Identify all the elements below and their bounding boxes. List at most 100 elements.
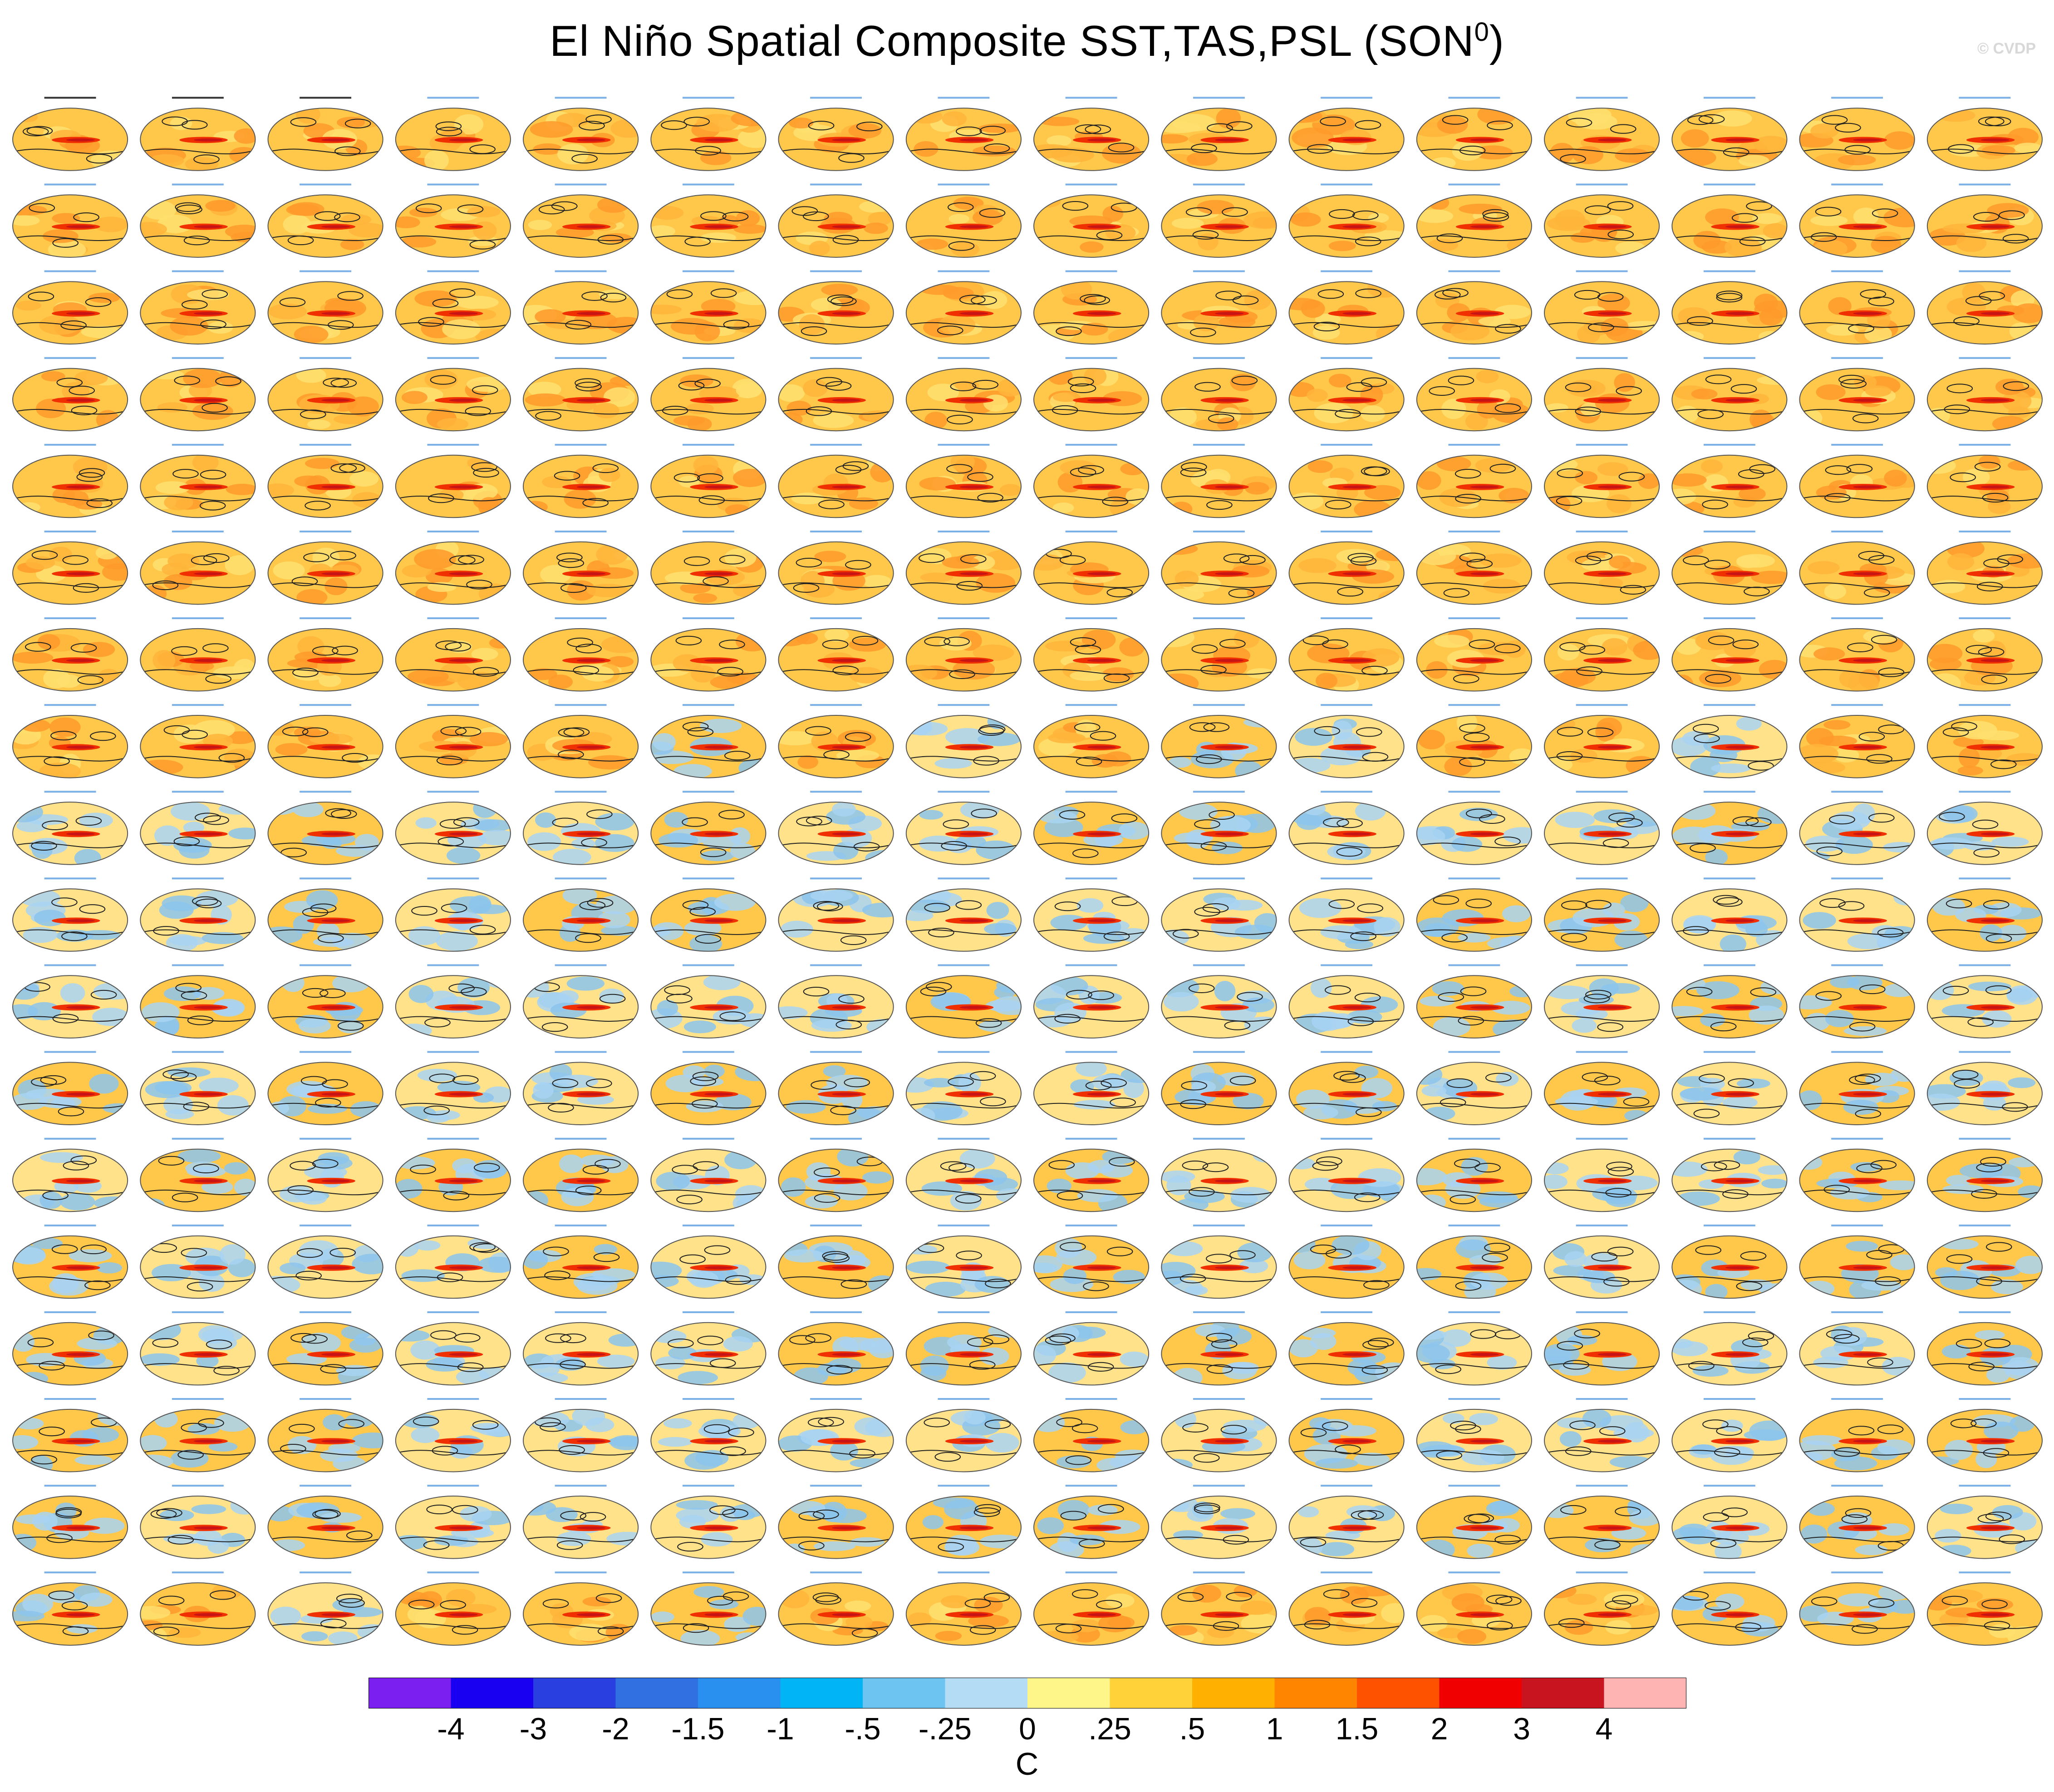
- composite-panel: [140, 1485, 256, 1559]
- composite-panel: [267, 1224, 383, 1299]
- panel-title-mark: [1065, 1224, 1117, 1226]
- composite-panel: [1288, 270, 1405, 345]
- colorbar-bin: [1274, 1678, 1357, 1708]
- composite-panel: [1799, 357, 1915, 432]
- composite-panel: [650, 1571, 767, 1646]
- panel-title-mark: [810, 443, 862, 446]
- panel-title-mark: [300, 270, 352, 272]
- panel-title-mark: [1321, 183, 1373, 186]
- composite-panel: [1671, 617, 1788, 692]
- panel-title-mark: [1959, 183, 2011, 186]
- composite-panel: [395, 617, 511, 692]
- composite-panel: [1671, 357, 1788, 432]
- panel-title-mark: [1831, 357, 1883, 359]
- panel-title-mark: [682, 270, 734, 272]
- composite-panel: [395, 357, 511, 432]
- composite-panel: [523, 1137, 639, 1212]
- panel-title-mark: [1321, 1485, 1373, 1487]
- composite-panel: [1544, 1571, 1660, 1646]
- colorbar-tick-label: .25: [1088, 1712, 1131, 1746]
- composite-panel: [523, 1485, 639, 1559]
- panel-title-mark: [1576, 1311, 1628, 1313]
- panel-title-mark: [1065, 791, 1117, 793]
- panel-title-mark: [1065, 1137, 1117, 1140]
- composite-panel: [1416, 183, 1532, 258]
- composite-panel: [1288, 97, 1405, 171]
- panel-title-mark: [1959, 877, 2011, 880]
- panel-title-mark: [1321, 1571, 1373, 1574]
- panel-title-mark: [1831, 1224, 1883, 1226]
- panel-title-mark: [427, 1398, 479, 1400]
- composite-panel: [650, 1137, 767, 1212]
- composite-panel: [1161, 1485, 1277, 1559]
- panel-title-mark: [682, 704, 734, 706]
- panel-title-mark: [300, 1398, 352, 1400]
- composite-panel: [1671, 1485, 1788, 1559]
- panel-title-mark: [1959, 1485, 2011, 1487]
- panel-title-mark: [1321, 357, 1373, 359]
- panel-title-mark: [938, 1051, 990, 1053]
- composite-panel: [778, 1485, 894, 1559]
- panel-title-mark: [810, 1311, 862, 1313]
- panel-title-mark: [555, 964, 607, 966]
- composite-panel: [778, 1224, 894, 1299]
- composite-panel: [1799, 183, 1915, 258]
- panel-title-mark: [427, 877, 479, 880]
- panel-title-mark: [555, 877, 607, 880]
- panel-title-mark: [44, 183, 96, 186]
- panel-title-mark: [555, 1137, 607, 1140]
- panel-title-mark: [1703, 1224, 1755, 1226]
- panel-title-mark: [1321, 1224, 1373, 1226]
- composite-panel: [905, 97, 1022, 171]
- panel-title-mark: [810, 357, 862, 359]
- composite-panel: [905, 1485, 1022, 1559]
- panel-title-mark: [1448, 1051, 1500, 1053]
- composite-panel: [1416, 530, 1532, 605]
- panel-title-mark: [938, 791, 990, 793]
- composite-panel: [1416, 270, 1532, 345]
- composite-panel: [267, 443, 383, 518]
- panel-title-mark: [938, 1311, 990, 1313]
- composite-panel: [1288, 1571, 1405, 1646]
- composite-panel: [1416, 704, 1532, 778]
- composite-panel: [12, 617, 128, 692]
- composite-panel: [1926, 1571, 2043, 1646]
- panel-title-mark: [44, 1051, 96, 1053]
- panel-title-mark: [1321, 1311, 1373, 1313]
- colorbar-labels: -4 -3 -2 -1.5 -1 -.5 -.25 0 .25 .5 1 1.5 2 3 4: [369, 1711, 1686, 1748]
- composite-panel: [1671, 1224, 1788, 1299]
- composite-panel: [1926, 97, 2043, 171]
- composite-panel: [905, 1051, 1022, 1125]
- panel-title-mark: [1448, 1224, 1500, 1226]
- panel-title-mark: [555, 357, 607, 359]
- panel-title-mark: [172, 443, 224, 446]
- panel-title-mark: [44, 617, 96, 620]
- panel-title-mark: [810, 791, 862, 793]
- panel-title-mark: [1703, 1137, 1755, 1140]
- composite-panel: [1416, 791, 1532, 865]
- panel-title-mark: [810, 1571, 862, 1574]
- composite-panel: [905, 1398, 1022, 1472]
- composite-panel: [1161, 791, 1277, 865]
- panel-title-mark: [1831, 1571, 1883, 1574]
- panel-title-mark: [1321, 964, 1373, 966]
- composite-panel: [395, 791, 511, 865]
- panel-title-mark: [1831, 617, 1883, 620]
- composite-panel: [1033, 1571, 1150, 1646]
- composite-panel: [523, 791, 639, 865]
- composite-panel: [140, 704, 256, 778]
- panel-title-mark: [300, 1051, 352, 1053]
- panel-title-mark: [810, 1224, 862, 1226]
- composite-panel: [905, 791, 1022, 865]
- composite-panel: [650, 617, 767, 692]
- panel-title-mark: [1065, 877, 1117, 880]
- panel-title-mark: [682, 1311, 734, 1313]
- colorbar-tick-label: -1.5: [671, 1712, 725, 1746]
- colorbar-bin: [863, 1678, 945, 1708]
- panel-title-mark: [810, 1485, 862, 1487]
- composite-panel: [1799, 617, 1915, 692]
- panel-title-mark: [1065, 1398, 1117, 1400]
- panel-title-mark: [682, 1137, 734, 1140]
- panel-title-mark: [1193, 791, 1245, 793]
- composite-panel: [1544, 1311, 1660, 1386]
